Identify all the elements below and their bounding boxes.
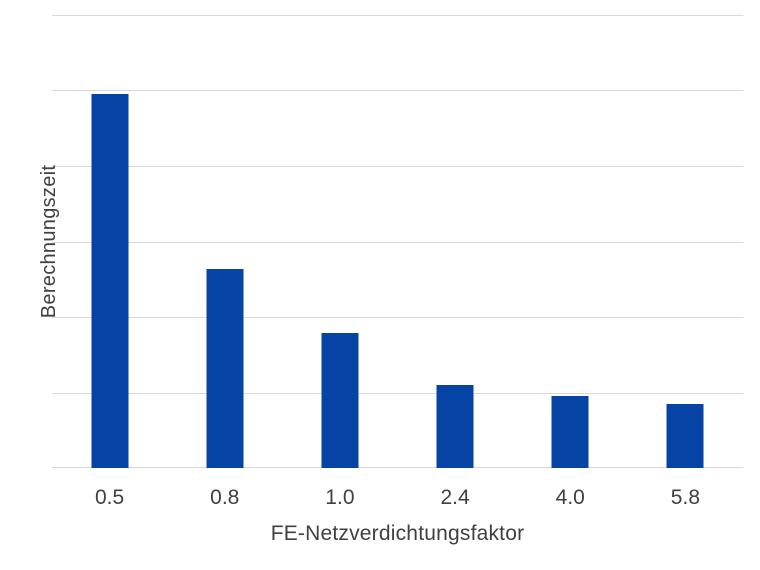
x-axis-title: FE-Netzverdichtungsfaktor xyxy=(270,522,525,545)
x-tick-label-0.8: 0.8 xyxy=(210,486,240,509)
y-axis-title-text: Berechnungszeit xyxy=(38,164,61,319)
x-tick-label-1.0: 1.0 xyxy=(325,486,355,509)
y-axis-title: Berechnungszeit xyxy=(38,15,62,468)
x-tick-label-5.8: 5.8 xyxy=(670,486,701,509)
bar-2.4 xyxy=(436,384,474,468)
y-gridline xyxy=(52,316,743,318)
x-tick-label-2.4: 2.4 xyxy=(440,486,470,509)
y-gridline xyxy=(52,392,743,394)
x-axis-tick-labels: 0.5 0.8 1.0 2.4 4.0 5.8 xyxy=(52,486,743,512)
bar-0.8 xyxy=(206,268,244,468)
bar-1.0 xyxy=(321,332,359,468)
y-gridline xyxy=(52,15,743,16)
bar-5.8 xyxy=(666,403,704,468)
x-axis-line xyxy=(52,467,743,468)
bar-4.0 xyxy=(551,396,589,468)
y-gridline xyxy=(52,241,743,243)
bar-0.5 xyxy=(91,94,129,468)
x-tick-label-0.5: 0.5 xyxy=(94,486,125,509)
y-gridline xyxy=(52,90,743,92)
y-gridline xyxy=(52,165,743,167)
plot-area xyxy=(52,15,743,468)
x-tick-label-4.0: 4.0 xyxy=(555,486,585,509)
